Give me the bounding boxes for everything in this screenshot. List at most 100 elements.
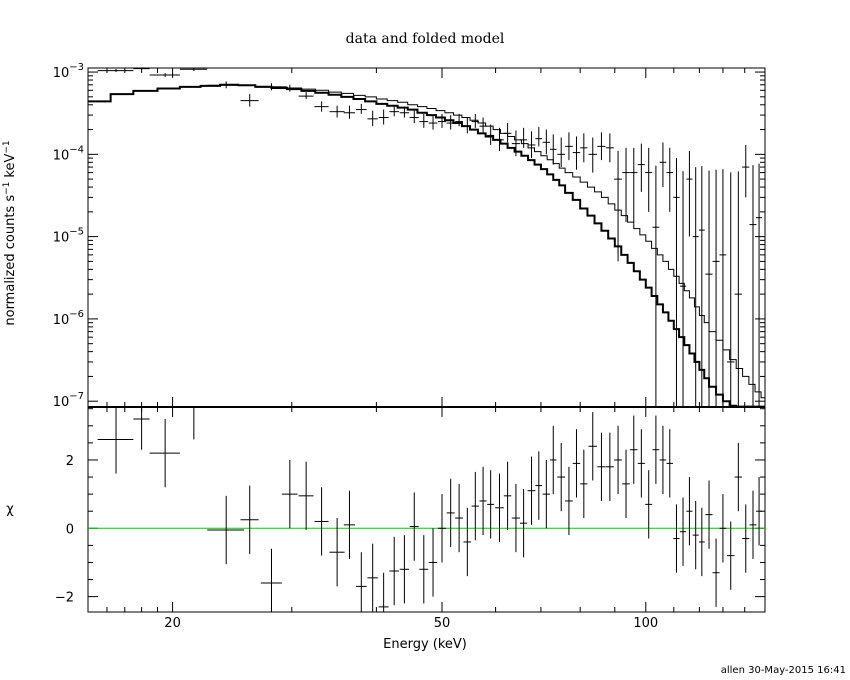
footer-stamp: allen 30-May-2015 16:41 (720, 665, 846, 676)
residual-point (409, 492, 419, 561)
data-point (652, 165, 660, 407)
residual-point (698, 507, 705, 577)
data-point (97, 68, 134, 73)
residual-point (455, 483, 463, 553)
data-point (698, 166, 705, 407)
data-point (455, 113, 463, 127)
residual-point (97, 407, 134, 474)
data-point (637, 143, 645, 192)
residual-point (605, 432, 614, 501)
data-point (133, 68, 150, 71)
residual-point (428, 528, 438, 597)
residual-point (572, 429, 581, 498)
data-point (686, 150, 693, 237)
residual-point (756, 477, 763, 546)
data-point (343, 105, 356, 119)
data-point (597, 132, 606, 161)
residual-point (389, 536, 400, 606)
residual-point (749, 490, 757, 560)
data-point (565, 132, 573, 161)
residual-point (565, 466, 573, 536)
y-tick-mantissa: 10 (53, 395, 70, 410)
data-point (756, 163, 763, 407)
chart-title: data and folded model (346, 31, 505, 47)
data-point (673, 158, 680, 407)
residual-point (742, 504, 750, 573)
residual-point (503, 461, 512, 530)
data-point (463, 117, 472, 134)
data-point (437, 113, 447, 128)
data-point (419, 113, 429, 128)
data-point (645, 147, 653, 212)
bottom-y-axis-label: χ (6, 502, 14, 517)
residual-point (179, 406, 208, 440)
residual-point (437, 494, 447, 563)
data-point (355, 103, 367, 114)
residual-point (446, 478, 455, 548)
residual-point (712, 538, 720, 607)
x-tick-label: 100 (633, 616, 658, 631)
residual-point (463, 507, 472, 577)
residual-point (557, 442, 566, 512)
data-point (692, 167, 699, 407)
data-point (260, 83, 282, 91)
residual-point (686, 477, 693, 546)
data-point (630, 147, 638, 223)
x-axis-label: Energy (keV) (383, 637, 467, 652)
residual-point (133, 407, 150, 450)
data-point (367, 110, 378, 127)
data-point (542, 129, 551, 155)
data-point (329, 105, 345, 118)
residual-point (343, 490, 356, 560)
residual-point (399, 535, 410, 604)
data-point (588, 137, 597, 173)
y-label-sup2: −1 (2, 140, 12, 153)
data-point (557, 137, 566, 168)
data-point (428, 115, 438, 130)
residual-point (487, 470, 495, 539)
data-point (742, 144, 750, 198)
data-point (471, 113, 479, 128)
residual-point (511, 483, 521, 553)
top-frame (87, 67, 766, 408)
y-tick-exponent: −4 (69, 144, 84, 155)
data-point (527, 131, 536, 159)
bottom-frame (87, 406, 766, 613)
residual-point (207, 495, 245, 565)
data-point (503, 123, 512, 143)
residual-panel: 20 50 100 −2 0 2 (55, 406, 766, 631)
y-tick-label: 10−3 (53, 62, 84, 81)
data-point (495, 127, 504, 151)
residual-point (679, 497, 687, 566)
data-point (378, 109, 389, 125)
residual-point (673, 504, 680, 573)
residual-point (419, 535, 429, 604)
data-point (679, 171, 687, 407)
residual-point (734, 442, 742, 512)
data-point (580, 133, 588, 163)
data-point (314, 101, 329, 112)
data-point (659, 142, 667, 188)
residual-point (149, 418, 180, 488)
y-tick-exponent: −7 (69, 391, 84, 402)
y-tick-label: 2 (66, 454, 74, 469)
residual-point (535, 451, 543, 520)
data-point (511, 130, 521, 157)
residual-point (588, 412, 597, 481)
residual-point (479, 466, 487, 536)
residual-point (378, 572, 389, 612)
model-folded-step (88, 83, 765, 408)
y-tick-label: 10−6 (53, 309, 84, 328)
data-point (520, 127, 528, 148)
y-tick-exponent: −5 (69, 227, 84, 238)
data-point (207, 81, 245, 89)
y-tick-mantissa: 10 (53, 231, 70, 246)
residual-point (329, 518, 345, 587)
residual-point (637, 429, 645, 498)
data-point (149, 73, 180, 78)
y-tick-label: −2 (55, 591, 74, 606)
data-point (409, 110, 419, 124)
residual-point (692, 500, 699, 570)
residual-point (314, 487, 329, 556)
y-tick-label: 10−4 (53, 144, 84, 163)
